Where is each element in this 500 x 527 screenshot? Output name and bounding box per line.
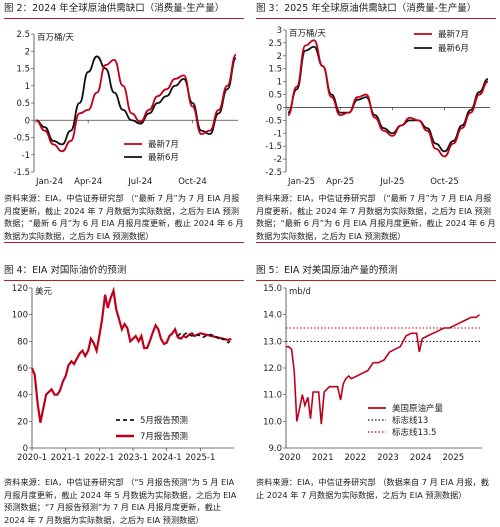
y-tick-label: 2 (277, 52, 282, 62)
y-tick-label: 1.5 (268, 65, 282, 75)
legend-label: 最新7月 (438, 29, 469, 40)
y-tick-label: 14.0 (263, 311, 282, 321)
x-tick-label: Oct-25 (430, 177, 459, 186)
unit-label: mb/d (289, 287, 311, 297)
legend-label: 最新6月 (148, 152, 179, 163)
y-tick-label: -0.5 (265, 116, 282, 126)
y-tick-label: 10.0 (263, 417, 282, 427)
y-tick-label: 60 (17, 364, 28, 374)
y-tick-label: 9.0 (268, 444, 282, 454)
source-note: 资料来源：EIA，中信证券研究部 （“5 月报告预测”为 5 月 EIA 月报月… (4, 477, 237, 525)
series-line-jul (35, 53, 237, 153)
x-tick-label: Jul-24 (127, 177, 152, 186)
y-tick-label: 15.0 (263, 284, 282, 294)
legend-label: 最新6月 (438, 43, 469, 54)
panel-title: 图 2：2024 年全球原油供需缺口（消费量-生产量） (4, 3, 225, 14)
y-tick-label: -2.5 (265, 168, 282, 178)
x-tick-label: 2023-1 (118, 453, 148, 463)
y-tick-label: 0 (23, 444, 28, 454)
x-tick-label: 2024-1 (152, 453, 182, 463)
y-tick-label: 2.5 (16, 30, 30, 40)
chart-2024-gap: 2.5 2 1.5 1 0.5 0 -0.5 -1 -1.5 百万桶/天 Jan-24 Apr-24 J… (13, 30, 238, 186)
unit-label: 百万桶/天 (37, 32, 74, 43)
legend-label: 7月报告预测 (140, 431, 188, 442)
source-note: 资料来源：EIA，中信证券研究部 （“最新 7 月”为 7 月 EIA 月报月度… (4, 193, 244, 241)
y-tick-label: 40 (17, 391, 28, 401)
y-tick-label: 0 (25, 116, 30, 126)
panel-fig2: 图 2：2024 年全球原油供需缺口（消费量-生产量） 2.5 2 1.5 1 0.5 0… (4, 2, 244, 252)
panel-title: 图 4：EIA 对国际油价的预测 (4, 265, 127, 276)
x-tick-label: 2024 (410, 453, 432, 463)
x-tick-label: 2022 (345, 453, 367, 463)
y-tick-label: 120 (12, 284, 28, 294)
panel-fig3: 图 3：2025 年全球原油供需缺口（消费量-生产量） 3 2.5 2 1.5 1 0.5… (256, 2, 496, 252)
y-tick-label: 80 (17, 337, 28, 347)
y-tick-label: -2 (274, 155, 282, 165)
legend-label: 5月报告预测 (140, 415, 188, 426)
x-tick-label: Oct-24 (178, 177, 207, 186)
source-note: 资料来源：EIA，中信证券研究部 （“最新 7 月”为 7 月 EIA 月报月度… (256, 193, 496, 241)
y-tick-label: -1 (274, 129, 282, 139)
series-line-jul-forecast (30, 286, 232, 423)
chart-2025-gap: 3 2.5 2 1.5 1 0.5 0 -0.5 -1 -1.5 -2 -2.5 百万桶/天 Jan-25… (265, 26, 490, 186)
bottom-rule (256, 242, 496, 243)
title-rule (256, 280, 496, 281)
y-tick-label: 100 (12, 311, 28, 321)
chart-us-production: 15.0 14.0 13.0 12.0 11.0 10.0 9.0 mb/d 2020 2021 2… (263, 284, 482, 463)
panel-fig4: 图 4：EIA 对国际油价的预测 120 100 80 60 40 20 0 美元 2020-1… (4, 264, 244, 526)
y-tick-label: 0.5 (268, 91, 282, 101)
title-rule (4, 280, 244, 281)
y-tick-label: 2 (25, 47, 30, 57)
chart-oil-price: 120 100 80 60 40 20 0 美元 2020-1 2021-1 2022-1 2023-… (12, 284, 234, 463)
x-tick-label: 2022-1 (84, 453, 114, 463)
x-tick-label: Jul-25 (379, 177, 404, 186)
legend-label: 标志线13.5 (392, 427, 436, 438)
y-tick-label: -1.5 (265, 142, 282, 152)
y-tick-label: -1.5 (13, 168, 30, 178)
unit-label: 美元 (35, 286, 53, 297)
x-tick-label: Jan-25 (287, 177, 315, 186)
series-line-jul (287, 39, 489, 158)
x-tick-label: 2021 (312, 453, 334, 463)
y-tick-label: 0.5 (16, 99, 30, 109)
y-tick-label: 13.0 (263, 337, 282, 347)
panel-fig5: 图 5：EIA 对美国原油产量的预测 15.0 14.0 13.0 12.0 11.0 1… (256, 264, 496, 526)
y-tick-label: 2.5 (268, 39, 282, 49)
title-rule (256, 18, 496, 19)
y-tick-label: -1 (22, 151, 30, 161)
x-tick-label: Jan-24 (35, 177, 63, 186)
x-tick-label: 2025-1 (185, 453, 215, 463)
legend-label: 最新7月 (148, 139, 179, 150)
panel-title: 图 3：2025 年全球原油供需缺口（消费量-生产量） (256, 3, 477, 14)
series-line-may-forecast (177, 332, 232, 344)
series-line-us-production (286, 314, 480, 425)
panel-title: 图 5：EIA 对美国原油产量的预测 (256, 265, 398, 276)
legend-label: 美国原油产量 (392, 403, 444, 414)
x-tick-label: 2020-1 (17, 453, 47, 463)
x-tick-label: 2025 (443, 453, 465, 463)
unit-label: 百万桶/天 (289, 28, 326, 39)
y-tick-label: 1 (277, 78, 282, 88)
x-tick-label: 2023 (377, 453, 399, 463)
y-tick-label: 12.0 (263, 364, 282, 374)
series-line-jun (35, 55, 237, 146)
bottom-rule (4, 242, 244, 243)
y-tick-label: 0 (277, 103, 282, 113)
source-note: 资料来源：EIA，中信证券研究部 （数据来自 7 月 EIA 月报，截止 202… (256, 477, 489, 500)
y-tick-label: -0.5 (13, 134, 30, 144)
y-tick-label: 11.0 (263, 391, 282, 401)
y-tick-label: 1 (25, 82, 30, 92)
x-tick-label: 2021-1 (51, 453, 81, 463)
x-tick-label: Apr-25 (326, 177, 354, 186)
y-tick-label: 1.5 (16, 65, 30, 75)
legend-label: 标志线13 (392, 415, 428, 426)
x-tick-label: Apr-24 (74, 177, 102, 186)
title-rule (4, 18, 244, 19)
x-tick-label: 2020 (279, 453, 301, 463)
y-tick-label: 3 (277, 26, 282, 36)
y-tick-label: 20 (17, 417, 28, 427)
